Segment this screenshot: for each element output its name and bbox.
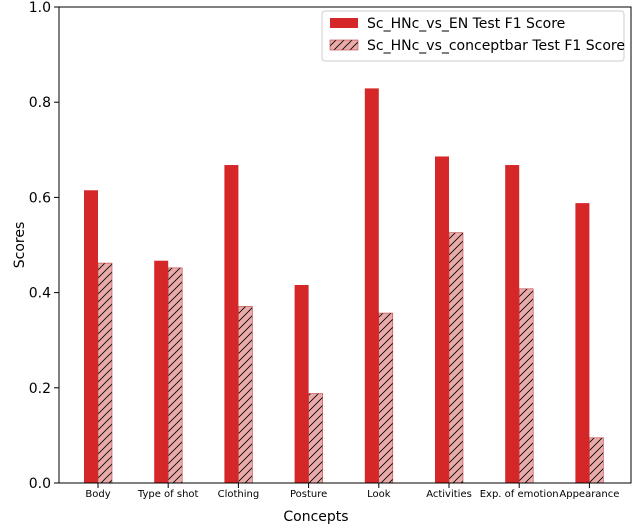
bar-series-1-posture [294, 284, 309, 483]
legend-label-series-2: Sc_HNc_vs_conceptbar Test F1 Score [367, 38, 625, 54]
x-tick-label: Clothing [218, 489, 260, 500]
bar-series-1-activities [435, 156, 449, 484]
bars-layer [84, 88, 604, 484]
x-tick-label: Appearance [559, 489, 619, 500]
plot-frame [58, 6, 632, 484]
bar-series-1-look [364, 88, 379, 484]
y-tick-label: 1.0 [29, 0, 51, 16]
bar-series-2-appearance [589, 437, 604, 484]
legend-frame [321, 10, 625, 62]
y-axis-ticks: 0.0 0.2 0.4 0.6 0.8 1.0 [29, 0, 59, 492]
bar-series-1-body [84, 190, 98, 483]
bar-series-2-posture [308, 393, 323, 484]
bar-series-1-appearance [575, 203, 590, 483]
bar-series-2-body [97, 262, 113, 484]
legend: Sc_HNc_vs_EN Test F1 Score Sc_HNc_vs_con… [321, 10, 625, 62]
y-tick-label: 0.6 [29, 190, 51, 206]
x-tick-label: Posture [290, 489, 327, 500]
bar-series-2-clothing [238, 306, 253, 484]
x-axis-ticks: Body Type of shot Clothing Posture Look Activ… [85, 483, 619, 500]
legend-swatch-series-2 [329, 39, 359, 51]
y-axis-label: Scores [12, 222, 28, 269]
y-tick-label: 0.4 [29, 286, 51, 302]
x-tick-label: Body [85, 489, 110, 500]
bar-series-2-exp-of-emotion [518, 288, 534, 484]
x-tick-label: Type of shot [137, 489, 199, 500]
y-tick-label: 0.2 [29, 381, 51, 397]
bar-series-2-activities [448, 232, 464, 484]
x-tick-label: Activities [426, 489, 472, 500]
y-tick-label: 0.0 [29, 476, 51, 492]
bar-series-1-exp-of-emotion [505, 165, 520, 484]
x-axis-label: Concepts [283, 509, 348, 525]
x-tick-label: Exp. of emotion [480, 489, 559, 500]
bar-series-2-type-of-shot [167, 267, 183, 484]
bar-series-1-clothing [224, 165, 239, 484]
x-tick-label: Look [367, 489, 391, 500]
bar-series-1-type-of-shot [154, 260, 169, 483]
bar-series-2-look [378, 312, 394, 484]
legend-label-series-1: Sc_HNc_vs_EN Test F1 Score [367, 16, 565, 32]
legend-swatch-series-1 [330, 18, 358, 28]
y-tick-label: 0.8 [29, 95, 51, 111]
